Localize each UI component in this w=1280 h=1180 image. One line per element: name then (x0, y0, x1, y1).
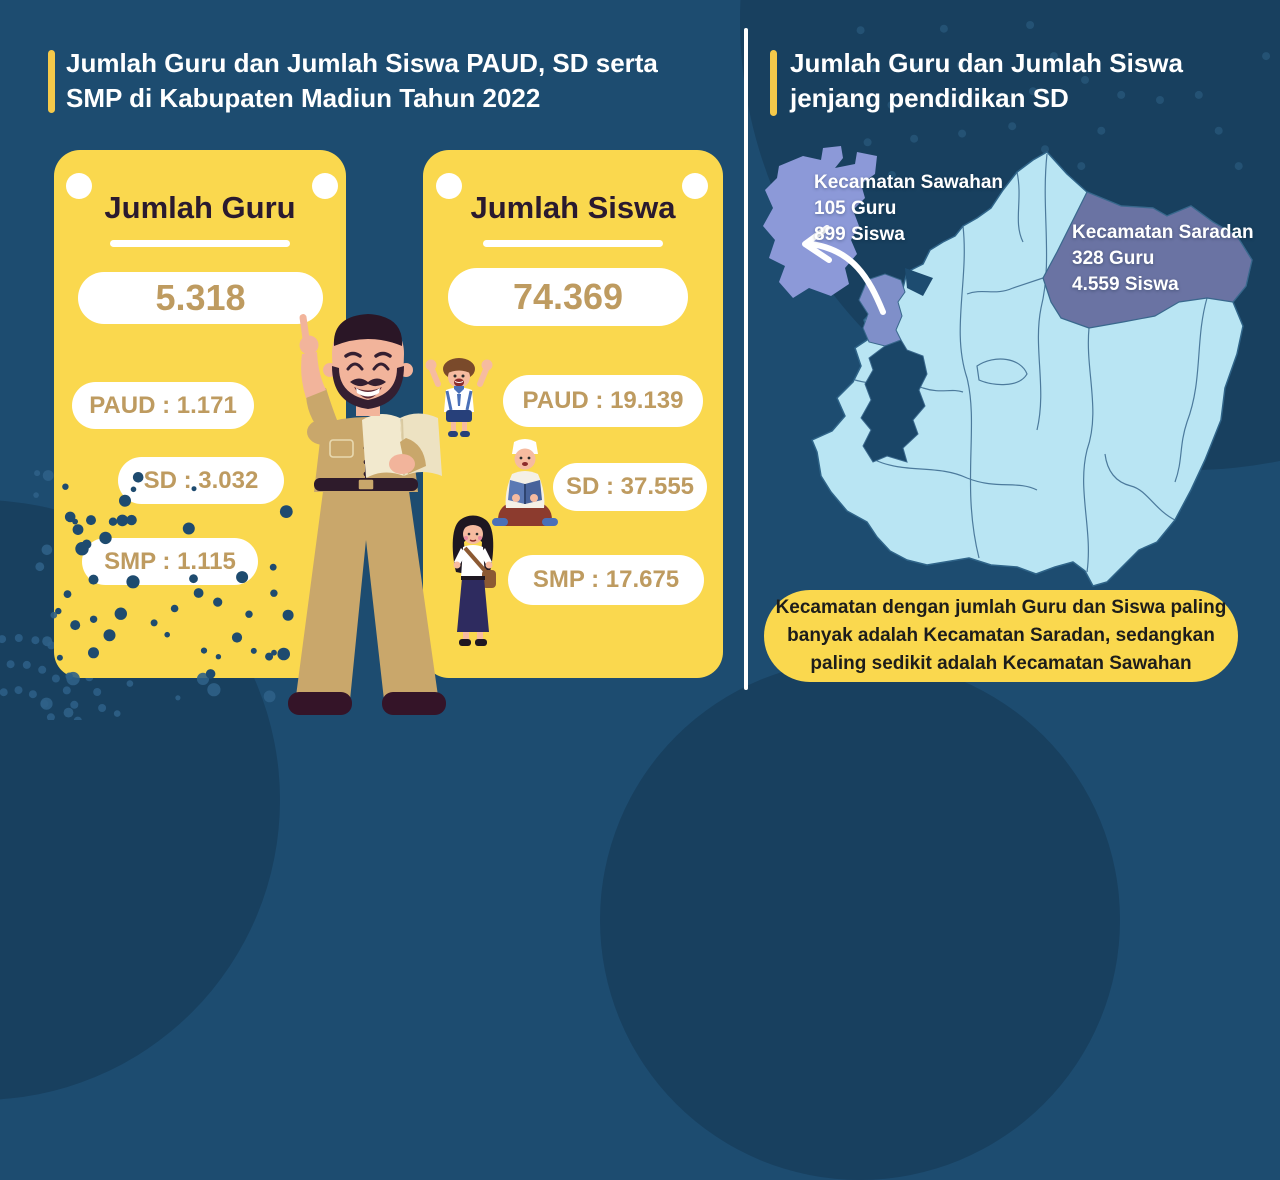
section-divider (744, 28, 748, 690)
map-region-saradan (1042, 191, 1253, 329)
madiun-regency-map (763, 146, 1253, 587)
card-corner-dot (66, 173, 92, 199)
siswa-card: Jumlah Siswa 74.369 PAUD : 19.139 SD : 3… (423, 150, 723, 678)
sawahan-name: Kecamatan Sawahan (814, 172, 1004, 193)
saradan-label: Kecamatan Saradan 328 Guru 4.559 Siswa (1072, 220, 1254, 298)
left-title-accent-bar (48, 50, 55, 113)
note-line1: Kecamatan dengan jumlah Guru dan Siswa p… (775, 597, 1227, 618)
right-title-line2: jenjang pendidikan SD (790, 83, 1069, 113)
right-section-title: Jumlah Guru dan Jumlah Siswa jenjang pen… (790, 46, 1240, 116)
siswa-paud-pill: PAUD : 19.139 (503, 375, 703, 427)
guru-smp-pill: SMP : 1.115 (82, 538, 258, 585)
background-circle-bottom-center (600, 660, 1120, 1180)
siswa-total-pill: 74.369 (448, 268, 688, 326)
sawahan-guru: 105 Guru (814, 198, 897, 219)
siswa-smp-pill: SMP : 17.675 (508, 555, 704, 605)
right-title-line1: Jumlah Guru dan Jumlah Siswa (790, 48, 1183, 78)
note-line2: banyak adalah Kecamatan Saradan, sedangk… (787, 625, 1215, 646)
siswa-card-title: Jumlah Siswa (470, 190, 676, 225)
sawahan-siswa: 899 Siswa (814, 224, 905, 245)
map-bay-notch (905, 268, 933, 296)
left-section-title: Jumlah Guru dan Jumlah Siswa PAUD, SD se… (66, 46, 736, 116)
guru-sd-pill: SD : 3.032 (118, 457, 284, 504)
right-title-accent-bar (770, 50, 777, 116)
card-corner-dot (436, 173, 462, 199)
teacher-illustration (288, 314, 446, 715)
saradan-siswa: 4.559 Siswa (1072, 274, 1179, 295)
student-reading-boy-illustration (492, 439, 558, 526)
guru-total-pill: 5.318 (78, 272, 323, 324)
card-corner-dot (312, 173, 338, 199)
saradan-guru: 328 Guru (1072, 248, 1155, 269)
siswa-sd-pill: SD : 37.555 (553, 463, 707, 511)
arrow-icon (802, 225, 886, 315)
note-line3: paling sedikit adalah Kecamatan Sawahan (810, 653, 1192, 674)
map-district-borders (854, 153, 1208, 573)
card-corner-dot (682, 173, 708, 199)
left-title-line1: Jumlah Guru dan Jumlah Siswa PAUD, SD se… (66, 48, 658, 78)
student-cheering-boy-illustration (425, 358, 493, 437)
conclusion-note: Kecamatan dengan jumlah Guru dan Siswa p… (764, 590, 1238, 682)
siswa-title-underline (483, 240, 663, 247)
sawahan-label: Kecamatan Sawahan 105 Guru 899 Siswa (814, 170, 1003, 248)
saradan-name: Kecamatan Saradan (1072, 222, 1254, 243)
map-region-dark-district (860, 339, 928, 463)
guru-title-underline (110, 240, 290, 247)
left-title-line2: SMP di Kabupaten Madiun Tahun 2022 (66, 83, 541, 113)
guru-card-title: Jumlah Guru (104, 190, 296, 225)
student-girl-illustration (452, 515, 496, 646)
guru-paud-pill: PAUD : 1.171 (72, 382, 254, 429)
